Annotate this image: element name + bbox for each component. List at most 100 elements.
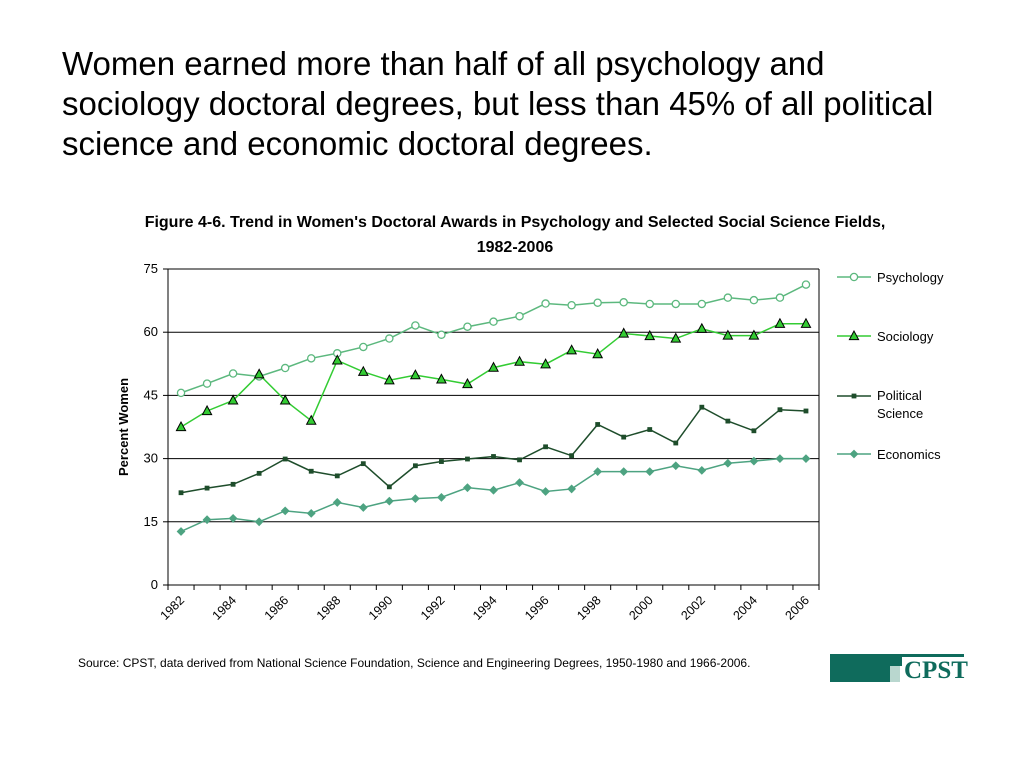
cpst-logo: CPST <box>830 654 970 684</box>
data-point-political-science <box>699 404 705 410</box>
data-point-sociology <box>279 394 291 405</box>
data-point-economics <box>645 467 655 477</box>
data-point-political-science <box>621 434 627 440</box>
data-point-political-science <box>543 444 548 450</box>
legend-label-political-science: Political Science <box>877 388 923 421</box>
series-line-political-science <box>180 406 807 494</box>
data-point-economics <box>515 478 524 488</box>
data-point-sociology <box>696 322 708 333</box>
data-point-psychology <box>359 342 368 352</box>
data-point-psychology <box>619 298 628 307</box>
y-tick-label: 0 <box>151 577 158 592</box>
data-point-economics <box>671 461 681 471</box>
data-point-psychology <box>749 295 759 305</box>
data-point-sociology <box>722 329 734 340</box>
y-tick-label: 45 <box>144 387 158 402</box>
legend-label-sociology: Sociology <box>877 329 934 344</box>
data-point-political-science <box>334 473 340 479</box>
data-point-psychology <box>489 317 498 326</box>
data-point-sociology <box>462 377 473 389</box>
data-point-sociology <box>566 344 578 355</box>
data-point-sociology <box>305 414 317 425</box>
data-point-sociology <box>488 361 499 372</box>
y-tick-label: 30 <box>144 451 158 466</box>
data-point-sociology <box>175 420 187 432</box>
data-point-psychology <box>385 334 394 343</box>
data-point-psychology <box>202 379 212 388</box>
x-tick-label: 1988 <box>314 593 344 623</box>
x-tick-label: 2000 <box>626 593 656 623</box>
legend-marker-economics <box>849 449 859 459</box>
y-axis-title: Percent Women <box>116 378 131 476</box>
data-point-economics <box>801 454 811 463</box>
slide-headline: Women earned more than half of all psych… <box>62 45 934 162</box>
series-line-psychology <box>180 283 807 394</box>
data-point-economics <box>437 492 446 502</box>
data-point-sociology <box>514 355 525 366</box>
data-point-economics <box>619 467 629 477</box>
data-point-political-science <box>439 459 444 464</box>
data-point-economics <box>489 485 498 495</box>
data-point-psychology <box>411 321 420 330</box>
data-point-economics <box>749 456 759 466</box>
data-point-psychology <box>645 299 654 309</box>
data-point-political-science <box>673 440 679 446</box>
data-point-psychology <box>306 354 316 363</box>
legend-label-psychology: Psychology <box>877 270 944 285</box>
x-tick-label: 1996 <box>522 593 552 623</box>
x-tick-label: 2002 <box>678 593 708 623</box>
data-point-psychology <box>515 311 524 321</box>
data-point-economics <box>593 467 603 477</box>
data-point-sociology <box>409 369 421 380</box>
data-point-economics <box>463 483 472 493</box>
legend-marker-psychology <box>849 272 859 282</box>
data-point-economics <box>306 508 316 518</box>
data-point-economics <box>697 465 707 475</box>
data-point-political-science <box>725 418 731 424</box>
x-tick-label: 1990 <box>366 593 396 623</box>
data-point-political-science <box>308 468 314 474</box>
data-point-psychology <box>228 369 238 378</box>
x-tick-label: 2004 <box>730 593 760 623</box>
data-point-sociology <box>774 317 786 328</box>
data-point-political-science <box>751 428 757 434</box>
data-point-economics <box>410 494 420 504</box>
data-point-sociology <box>748 329 760 340</box>
data-point-economics <box>775 454 785 463</box>
data-point-economics <box>384 496 394 506</box>
data-point-economics <box>358 503 368 512</box>
data-point-political-science <box>282 456 288 462</box>
data-point-political-science <box>230 481 236 487</box>
series-line-economics <box>180 457 806 533</box>
legend-marker-political-science <box>851 393 857 399</box>
data-point-sociology <box>253 368 265 379</box>
data-point-economics <box>723 458 733 468</box>
data-point-political-science <box>569 453 575 459</box>
x-tick-label: 1984 <box>210 593 240 623</box>
data-point-sociology <box>800 317 812 328</box>
data-point-economics <box>254 517 264 527</box>
legend-marker-sociology <box>848 329 860 341</box>
data-point-economics <box>202 515 212 525</box>
logo-bar-accent <box>890 666 900 682</box>
data-point-political-science <box>777 407 783 413</box>
y-tick-label: 15 <box>144 514 158 529</box>
data-point-political-science <box>386 484 392 490</box>
data-point-political-science <box>256 470 262 476</box>
data-point-sociology <box>331 354 343 365</box>
data-point-psychology <box>567 300 576 310</box>
data-point-psychology <box>176 388 186 398</box>
x-tick-label: 1986 <box>262 593 292 623</box>
data-point-economics <box>228 514 238 523</box>
data-point-political-science <box>647 427 653 432</box>
y-tick-label: 60 <box>144 324 158 339</box>
data-point-sociology <box>201 404 213 416</box>
data-point-political-science <box>595 422 601 427</box>
data-point-psychology <box>775 293 785 302</box>
line-chart: 0 15 30 45 60 75 1982 1984 1986 1988 1990 1992 1994 1… <box>116 261 944 623</box>
data-point-psychology <box>593 298 602 307</box>
data-point-political-science <box>803 408 809 414</box>
chart-title: Figure 4-6. Trend in Women's Doctoral Aw… <box>144 214 886 256</box>
x-tick-label: 1992 <box>418 593 448 623</box>
data-point-sociology <box>670 332 682 343</box>
